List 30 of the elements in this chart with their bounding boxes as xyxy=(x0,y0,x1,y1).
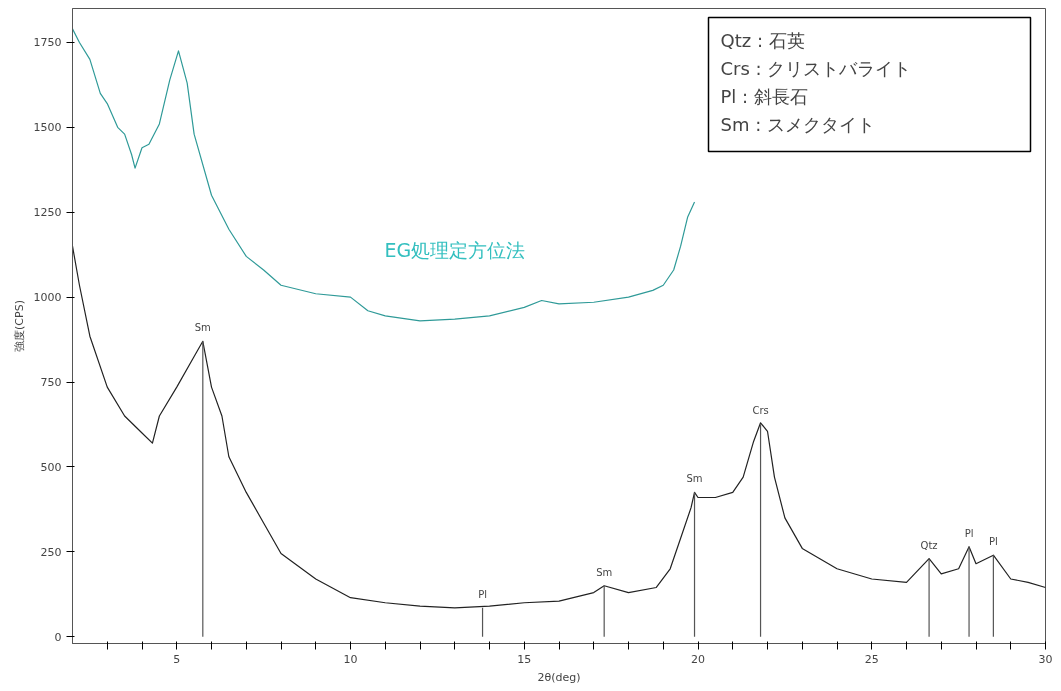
x-tick-label: 10 xyxy=(343,652,358,666)
x-tick-label: 5 xyxy=(173,652,181,666)
y-tick-label: 1500 xyxy=(33,121,62,135)
y-tick-label: 1000 xyxy=(33,291,62,305)
annotation: Pl xyxy=(478,588,487,600)
y-tick-label: 500 xyxy=(40,460,62,474)
y-tick-label: 250 xyxy=(40,545,62,559)
annotation: Sm xyxy=(194,322,211,334)
y-tick-label: 0 xyxy=(54,630,62,644)
annotation: Pl xyxy=(988,536,998,548)
y-axis-title: 強度(CPS) xyxy=(12,300,26,352)
annotation: Pl xyxy=(964,527,974,539)
x-tick-label: 30 xyxy=(1038,652,1053,666)
x-tick-label: 15 xyxy=(517,652,532,666)
x-tick-label: 25 xyxy=(864,652,879,666)
annotation: Pl : 斜長石 xyxy=(720,85,808,107)
line-series xyxy=(72,28,696,322)
annotation: Qtz : 石英 xyxy=(720,29,805,51)
x-tick-label: 20 xyxy=(691,652,705,666)
annotation: Crs xyxy=(752,405,769,417)
y-tick-label: 1250 xyxy=(33,206,62,220)
text: EG処理定方位法 xyxy=(384,239,526,262)
y-tick-label: 750 xyxy=(40,376,62,390)
annotation: Sm xyxy=(686,473,703,485)
y-tick-label: 1750 xyxy=(33,36,62,50)
annotation: Sm xyxy=(596,566,613,578)
annotation: Qtz xyxy=(920,539,938,551)
x-axis-title: 2θ(deg) xyxy=(537,670,581,684)
annotation: Crs : クリストバライト xyxy=(720,57,912,79)
annotation: Sm : スメクタイト xyxy=(720,113,875,135)
